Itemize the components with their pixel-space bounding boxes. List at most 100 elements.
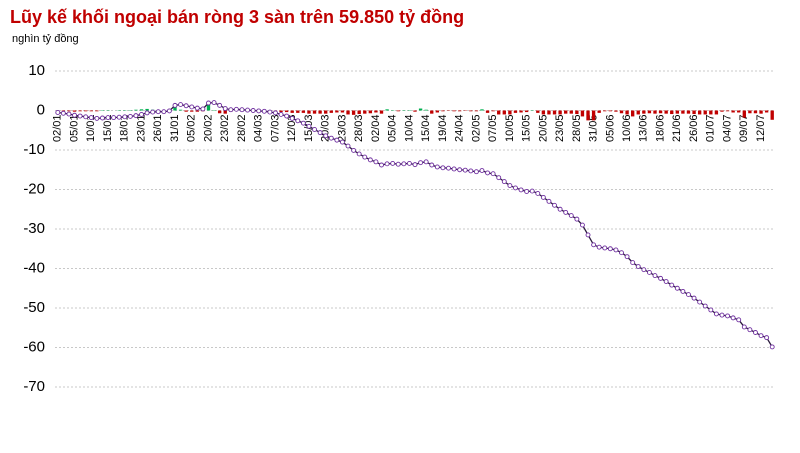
marker [725,313,731,319]
marker [730,315,736,321]
bar [457,110,462,112]
bar [95,110,99,112]
marker [239,107,245,113]
x-tick-label: 05/01 [68,115,80,143]
x-tick-label: 20/05 [537,115,549,143]
x-tick-label: 09/07 [738,115,750,143]
marker [674,285,680,291]
marker [83,114,89,120]
bar [357,110,361,115]
x-tick-label: 31/05 [588,115,600,143]
marker [490,171,496,177]
marker [663,279,669,284]
x-tick-label: 23/02 [219,115,231,143]
bar [524,110,529,113]
bar [368,110,373,114]
x-tick-label: 12/07 [755,115,767,143]
marker [552,202,557,208]
marker [574,216,580,222]
bar [301,110,306,113]
marker [395,161,401,167]
marker [233,106,239,112]
bar [642,110,646,114]
bar [145,108,149,111]
marker [462,167,468,173]
bar [536,110,540,113]
bar [84,110,88,112]
marker [652,273,658,279]
marker [741,324,747,330]
x-tick-label: 02/05 [470,115,482,143]
marker [289,115,295,121]
bar [452,110,456,112]
marker [769,344,775,350]
bar [508,110,512,115]
marker [434,164,440,170]
bar [329,110,333,113]
x-tick-label: 15/01 [102,115,114,143]
bar [413,110,417,112]
marker [150,109,156,115]
marker [513,185,518,191]
marker [540,194,546,200]
marker [568,213,574,219]
marker [133,113,139,119]
marker [183,103,189,109]
bar [558,110,562,115]
bar [346,110,350,115]
bar [636,110,640,115]
x-tick-label: 10/01 [85,115,97,143]
bar [441,110,445,112]
bar [720,110,724,112]
marker [256,108,262,114]
marker [278,111,284,117]
bar [474,110,479,112]
marker [105,115,111,121]
marker [194,105,200,111]
bar [363,110,367,114]
marker [323,133,329,139]
marker [295,118,301,124]
bar [134,109,138,111]
bar [709,110,713,115]
marker [166,108,172,114]
marker [697,299,703,305]
marker [88,115,94,121]
x-tick-label: 23/01 [135,115,147,143]
marker [440,165,446,171]
bar [681,110,685,114]
y-tick-label: -20 [23,180,45,197]
bar [324,110,328,114]
bar [597,110,601,113]
x-tick-label: 04/07 [721,115,733,143]
bar [619,110,624,114]
marker [228,107,234,113]
bar [385,109,389,111]
bar [284,110,289,113]
x-tick-label: 05/02 [186,115,198,143]
bar [748,110,752,114]
marker [669,282,675,288]
x-tick-label: 28/02 [236,115,248,143]
bar [217,110,222,114]
bar [647,110,652,114]
x-tick-label: 02/04 [370,115,382,143]
marker [641,267,647,273]
marker [406,160,412,166]
marker [172,102,178,108]
marker [457,167,463,173]
marker [518,187,524,193]
marker [546,198,552,204]
bar [541,110,546,115]
x-tick-label: 18/06 [654,115,666,143]
y-tick-label: -40 [23,259,45,276]
marker [339,139,345,145]
chart-subtitle: nghìn tỷ đồng [12,33,79,45]
x-tick-label: 20/02 [202,115,214,143]
y-tick-label: -50 [23,299,45,316]
marker [736,317,742,323]
bar [575,110,579,115]
bar [742,110,746,118]
x-tick-label: 21/06 [671,115,683,143]
marker [446,165,451,171]
